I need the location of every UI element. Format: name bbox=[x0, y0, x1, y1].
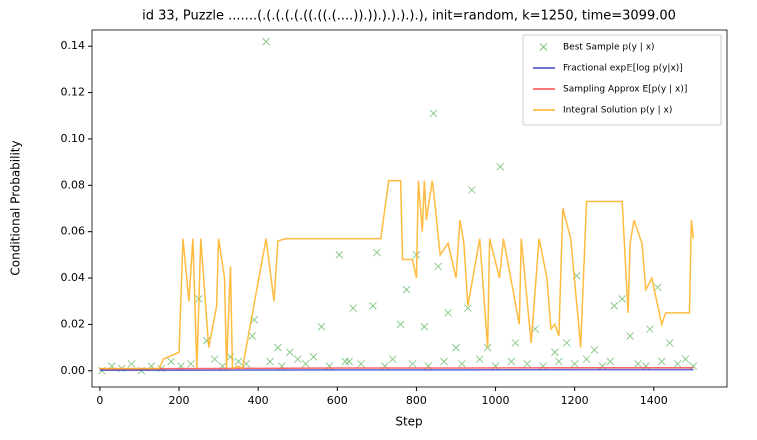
y-tick-label: 0.08 bbox=[61, 178, 86, 191]
x-tick-label: 1200 bbox=[561, 394, 589, 407]
scatter-marker bbox=[274, 343, 282, 352]
plot-area bbox=[98, 37, 698, 375]
x-tick-label: 800 bbox=[406, 394, 427, 407]
scatter-marker bbox=[673, 359, 682, 368]
y-tick-label: 0.02 bbox=[61, 317, 86, 330]
legend-box bbox=[522, 34, 722, 126]
scatter-marker bbox=[458, 359, 466, 368]
scatter-marker bbox=[357, 359, 365, 368]
scatter-marker bbox=[293, 355, 302, 364]
line-series bbox=[99, 368, 694, 372]
scatter-marker bbox=[645, 325, 654, 333]
scatter-marker bbox=[507, 357, 516, 366]
scatter-marker bbox=[402, 285, 411, 294]
scatter-marker bbox=[388, 355, 397, 364]
scatter-marker bbox=[539, 362, 547, 370]
scatter-marker bbox=[606, 357, 615, 366]
scatter-marker bbox=[434, 262, 443, 271]
y-axis-label: Conditional Probability bbox=[9, 140, 23, 275]
scatter-marker bbox=[248, 332, 257, 340]
scatter-marker bbox=[555, 357, 563, 366]
scatter-marker bbox=[582, 355, 591, 364]
y-tick-label: 0.06 bbox=[61, 225, 86, 238]
legend-label: Sampling Approx E[p(y | x)] bbox=[563, 85, 687, 95]
scatter-marker bbox=[266, 357, 274, 366]
y-tick-label: 0.00 bbox=[61, 364, 86, 377]
scatter-marker bbox=[475, 355, 484, 364]
scatter-marker bbox=[335, 251, 344, 259]
y-tick-label: 0.10 bbox=[61, 132, 86, 145]
scatter-marker bbox=[317, 322, 326, 331]
scatter-marker bbox=[127, 359, 136, 368]
scatter-marker bbox=[444, 308, 452, 317]
scatter-marker bbox=[464, 304, 472, 313]
scatter-marker bbox=[262, 37, 270, 46]
scatter-marker bbox=[440, 357, 448, 366]
scatter-marker bbox=[570, 359, 579, 368]
scatter-marker bbox=[210, 355, 219, 364]
scatter-marker bbox=[373, 248, 381, 257]
scatter-marker bbox=[234, 357, 243, 366]
x-axis-label: Step bbox=[395, 415, 422, 429]
legend-marker bbox=[539, 43, 548, 51]
x-tick-label: 1400 bbox=[640, 394, 668, 407]
axes-frame bbox=[91, 29, 728, 388]
scatter-marker bbox=[551, 348, 559, 357]
scatter-marker bbox=[681, 355, 690, 364]
x-tick-label: 0 bbox=[96, 394, 103, 407]
scatter-marker bbox=[642, 362, 650, 370]
scatter-marker bbox=[187, 359, 195, 368]
scatter-marker bbox=[396, 320, 405, 329]
scatter-marker bbox=[420, 322, 429, 331]
y-tick-label: 0.04 bbox=[61, 271, 86, 284]
scatter-marker bbox=[634, 359, 642, 368]
scatter-marker bbox=[341, 357, 350, 366]
legend-label: Best Sample p(y | x) bbox=[563, 43, 655, 53]
x-tick-label: 600 bbox=[327, 394, 348, 407]
x-tick-label: 1000 bbox=[482, 394, 510, 407]
scatter-marker bbox=[626, 332, 634, 340]
scatter-marker bbox=[301, 359, 310, 368]
scatter-marker bbox=[467, 186, 476, 194]
scatter-marker bbox=[496, 162, 505, 171]
y-tick-label: 0.12 bbox=[61, 86, 86, 99]
x-tick-label: 200 bbox=[169, 394, 190, 407]
scatter-marker bbox=[618, 295, 627, 303]
scatter-marker bbox=[408, 359, 417, 368]
legend-label: Fractional exp𝔼[log p(y|x)] bbox=[563, 64, 683, 74]
scatter-marker bbox=[562, 339, 571, 347]
scatter-marker bbox=[598, 362, 607, 370]
x-tick-label: 400 bbox=[248, 394, 269, 407]
scatter-marker bbox=[309, 353, 318, 361]
scatter-marker bbox=[285, 348, 294, 357]
scatter-marker bbox=[590, 346, 599, 354]
scatter-marker bbox=[657, 357, 666, 366]
scatter-marker bbox=[689, 362, 698, 370]
scatter-marker bbox=[653, 283, 662, 292]
line-series bbox=[99, 367, 694, 370]
line-series bbox=[99, 179, 695, 370]
chart-title: id 33, Puzzle .......(.(.(.(.(.((.((.(..… bbox=[142, 9, 676, 24]
legend-label: Integral Solution p(y | x) bbox=[563, 106, 672, 116]
scatter-marker bbox=[665, 339, 674, 347]
scatter-marker bbox=[167, 357, 175, 366]
scatter-marker bbox=[610, 302, 619, 310]
scatter-marker bbox=[452, 343, 460, 352]
y-tick-label: 0.14 bbox=[61, 39, 86, 52]
scatter-marker bbox=[511, 339, 520, 347]
scatter-marker bbox=[349, 304, 357, 313]
scatter-marker bbox=[345, 357, 354, 366]
scatter-marker bbox=[369, 302, 377, 310]
scatter-marker bbox=[429, 109, 438, 118]
scatter-marker bbox=[523, 359, 532, 368]
